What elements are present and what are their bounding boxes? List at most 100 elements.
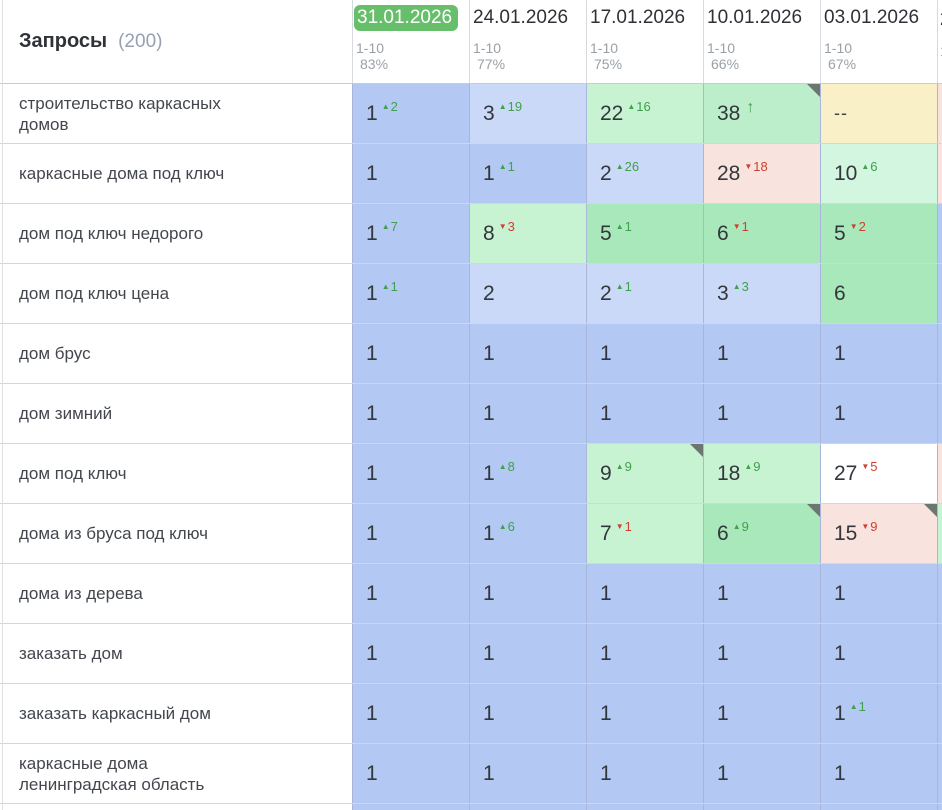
position-cell[interactable]: 1	[820, 384, 937, 443]
position-cell[interactable]: 1	[820, 564, 937, 623]
keyword-cell[interactable]: дома из бруса под ключ	[0, 504, 352, 563]
position-cell[interactable]: 28 ▼18	[703, 144, 820, 203]
position-cell[interactable]: 1	[586, 684, 703, 743]
column-top-range-label: 1-10	[824, 40, 853, 56]
position-cell[interactable]: 1	[703, 684, 820, 743]
position-change-up: ▲26	[615, 159, 640, 174]
position-cell[interactable]: 2 ▲26	[586, 144, 703, 203]
position-cell[interactable]: 8 ▼3	[469, 204, 586, 263]
position-cell[interactable]: 1	[703, 564, 820, 623]
date-column-header[interactable]: 10.01.2026 1-10 66%	[703, 0, 820, 83]
position-cell[interactable]: 1	[586, 744, 703, 803]
position-cell[interactable]: 5 ▲1	[586, 204, 703, 263]
keyword-cell[interactable]: дома из дерева	[0, 564, 352, 623]
position-cell[interactable]: 1	[352, 744, 469, 803]
position-cell[interactable]: 15 ▼9	[820, 504, 937, 563]
position-cell[interactable]: 1	[586, 564, 703, 623]
position-cell[interactable]: 1	[469, 624, 586, 683]
position-cell[interactable]: 1	[352, 564, 469, 623]
keyword-cell[interactable]: дом под ключ	[0, 444, 352, 503]
position-cell[interactable]: 1	[469, 564, 586, 623]
position-cell[interactable]: 1 ▲1	[820, 684, 937, 743]
position-cell[interactable]: 1	[820, 324, 937, 383]
keyword-cell[interactable]: дом под ключ недорого	[0, 204, 352, 263]
date-column-header[interactable]: 17.01.2026 1-10 75%	[586, 0, 703, 83]
position-cell[interactable]: 1 ▲8	[469, 444, 586, 503]
table-body: строительство каркасных домов 1 ▲2 3 ▲19 22 ▲1…	[0, 84, 942, 810]
keyword-cell[interactable]: строительство каркасных домов	[0, 84, 352, 143]
position-cell[interactable]: 1	[586, 384, 703, 443]
down-arrow-icon: ▼	[861, 462, 870, 471]
keyword-cell[interactable]: каркасные дома под ключ	[0, 144, 352, 203]
position-cell[interactable]: 3 ▲19	[469, 84, 586, 143]
column-top-percent-label: 66%	[711, 56, 740, 72]
position-value: 1	[834, 401, 846, 425]
position-cell[interactable]: 3 ▲3	[703, 264, 820, 323]
position-cell[interactable]: 18 ▲9	[703, 444, 820, 503]
position-cell[interactable]: 1	[703, 324, 820, 383]
position-cell[interactable]: 7 ▼1	[586, 504, 703, 563]
position-cell[interactable]: 1	[820, 744, 937, 803]
keyword-label: каркасные дома под ключ	[19, 164, 225, 183]
keyword-cell[interactable]: дом зимний	[0, 384, 352, 443]
position-cell[interactable]: 1	[352, 504, 469, 563]
date-column-header[interactable]: 03.01.2026 1-10 67%	[820, 0, 937, 83]
position-cell[interactable]: 6	[820, 264, 937, 323]
position-cell[interactable]: 1	[469, 684, 586, 743]
position-cell[interactable]: 1 ▲6	[469, 504, 586, 563]
position-cell[interactable]: 9 ▲9	[586, 444, 703, 503]
position-cell[interactable]: 1 ▲2	[352, 84, 469, 143]
position-cell[interactable]: 1	[469, 384, 586, 443]
position-value: 1	[483, 641, 495, 665]
date-column-header[interactable]: 24.01.2026 1-10 77%	[469, 0, 586, 83]
column-top-percent-label: 67%	[828, 56, 857, 72]
position-cell[interactable]: 1	[352, 624, 469, 683]
clipped-next-column-cell	[937, 444, 942, 503]
position-cell[interactable]: 1	[352, 384, 469, 443]
position-cell[interactable]: 1 ▲1	[469, 144, 586, 203]
position-cell[interactable]: 1	[586, 324, 703, 383]
keyword-cell[interactable]: дом под ключ цена	[0, 264, 352, 323]
position-cell[interactable]: 22 ▲16	[586, 84, 703, 143]
up-arrow-icon: ↑	[746, 98, 755, 116]
clipped-subheader-fragment: 1	[940, 43, 942, 59]
keyword-cell[interactable]: дом брус	[0, 324, 352, 383]
position-cell[interactable]: 10 ▲6	[820, 144, 937, 203]
position-cell[interactable]: 1	[469, 744, 586, 803]
position-cell[interactable]: 1	[352, 324, 469, 383]
snapshot-corner-marker	[807, 84, 820, 97]
keyword-cell[interactable]: каркасные дома ленинградская область	[0, 744, 352, 803]
position-value: 1	[717, 701, 729, 725]
position-cell	[820, 804, 937, 810]
position-cell[interactable]: 1	[703, 384, 820, 443]
partial-table-row	[0, 804, 942, 810]
position-cell[interactable]: 1 ▲1	[352, 264, 469, 323]
keyword-cell[interactable]: заказать дом	[0, 624, 352, 683]
position-value: 1	[834, 701, 846, 725]
position-cell[interactable]: 5 ▼2	[820, 204, 937, 263]
position-value: 1	[483, 341, 495, 365]
position-cell[interactable]: --	[820, 84, 937, 143]
keyword-label: дом под ключ недорого	[19, 224, 204, 243]
date-column-header-selected[interactable]: 31.01.2026 1-10 83%	[352, 0, 469, 83]
position-cell[interactable]: 1	[352, 144, 469, 203]
position-cell[interactable]: 1	[352, 684, 469, 743]
position-change-up: ▲1	[615, 279, 632, 294]
keyword-cell[interactable]: заказать каркасный дом	[0, 684, 352, 743]
position-cell[interactable]: 6 ▼1	[703, 204, 820, 263]
position-cell[interactable]: 38 ↑	[703, 84, 820, 143]
position-cell[interactable]: 1	[352, 444, 469, 503]
position-cell[interactable]: 1 ▲7	[352, 204, 469, 263]
keyword-label: дом зимний	[19, 404, 113, 423]
column-date-label: 03.01.2026	[824, 7, 920, 28]
position-cell[interactable]: 1	[586, 624, 703, 683]
position-cell[interactable]: 1	[703, 744, 820, 803]
position-cell[interactable]: 2	[469, 264, 586, 323]
position-cell[interactable]: 27 ▼5	[820, 444, 937, 503]
position-cell[interactable]: 1	[469, 324, 586, 383]
position-cell[interactable]: 1	[820, 624, 937, 683]
position-cell[interactable]: 2 ▲1	[586, 264, 703, 323]
position-cell[interactable]: 1	[703, 624, 820, 683]
position-cell[interactable]: 6 ▲9	[703, 504, 820, 563]
down-arrow-icon: ▼	[615, 522, 624, 531]
